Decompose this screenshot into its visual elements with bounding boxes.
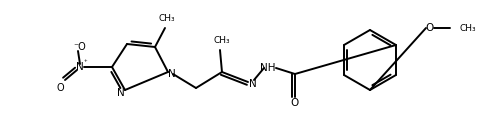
Text: ⁺: ⁺ (83, 60, 87, 66)
Text: CH₃: CH₃ (460, 24, 477, 32)
Text: ⁻O: ⁻O (73, 42, 86, 52)
Text: N: N (117, 88, 125, 98)
Text: CH₃: CH₃ (214, 36, 230, 45)
Text: O: O (426, 23, 434, 33)
Text: NH: NH (260, 63, 276, 73)
Text: O: O (56, 83, 64, 93)
Text: CH₃: CH₃ (159, 14, 175, 23)
Text: N: N (168, 69, 176, 79)
Text: N: N (249, 79, 257, 89)
Text: O: O (291, 98, 299, 108)
Text: N: N (76, 62, 84, 72)
